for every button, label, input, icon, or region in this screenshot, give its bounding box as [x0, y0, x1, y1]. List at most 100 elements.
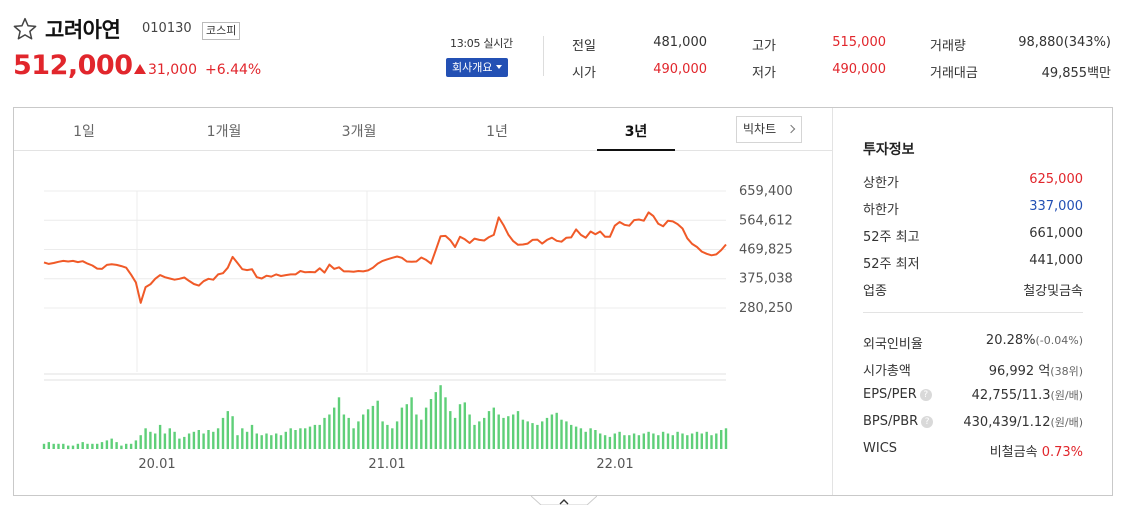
- volume-bar: [642, 433, 645, 449]
- volume-bar: [434, 392, 437, 449]
- volume-bar: [192, 431, 196, 450]
- volume-value: 98,880(343%): [1018, 35, 1111, 50]
- tab-3y[interactable]: 3년: [624, 124, 648, 140]
- bps-pbr-value: 430,439/1.12(원/배): [963, 414, 1083, 430]
- volume-bar: [449, 411, 452, 450]
- eps-per: 42,755/11.3: [971, 388, 1051, 403]
- volume-bar: [57, 443, 60, 449]
- open-value: 490,000: [653, 62, 707, 77]
- volume-bar: [187, 433, 191, 449]
- chevron-up-icon: [559, 499, 569, 505]
- volume-bar: [439, 385, 442, 449]
- volume-bar: [96, 443, 99, 449]
- volume-bar: [386, 424, 389, 449]
- trade-value-label: 거래대금: [930, 66, 978, 81]
- volume-bar: [666, 433, 670, 449]
- volume-bar: [342, 414, 346, 449]
- eps-per-unit: (원/배): [1050, 389, 1083, 402]
- volume-bar: [52, 443, 55, 449]
- volume-bar: [531, 423, 534, 449]
- volume-bar: [362, 414, 365, 449]
- volume-bar: [497, 414, 500, 449]
- company-overview-button[interactable]: 회사개요: [446, 58, 509, 77]
- volume-bar: [483, 417, 486, 449]
- volume-bar: [284, 431, 287, 450]
- wics-value[interactable]: 비철금속 0.73%: [990, 441, 1083, 460]
- volume-bar: [632, 433, 636, 449]
- volume-bar: [260, 435, 263, 449]
- volume-bar: [304, 428, 307, 449]
- high-value: 515,000: [832, 35, 886, 50]
- volume-bar: [270, 435, 273, 449]
- bps-pbr-text: BPS/PBR: [863, 414, 919, 429]
- volume-bar: [299, 428, 302, 449]
- volume-bar: [236, 435, 239, 449]
- company-overview-label: 회사개요: [452, 61, 493, 74]
- volume-bar: [724, 428, 728, 449]
- bps-help-icon[interactable]: ?: [921, 416, 934, 428]
- volume-bar: [453, 417, 457, 449]
- volume-bar: [429, 399, 433, 449]
- price-line: [43, 211, 727, 304]
- volume-bar: [62, 443, 65, 449]
- market-cap-rank: (38위): [1050, 365, 1083, 378]
- volume-bar: [91, 443, 94, 449]
- volume-bar: [492, 407, 495, 449]
- volume-bar: [623, 435, 626, 449]
- big-chart-button[interactable]: 빅차트: [736, 116, 802, 143]
- volume-bar: [231, 416, 234, 449]
- volume-bar: [366, 409, 370, 449]
- industry-value[interactable]: 철강및금속: [1023, 284, 1083, 299]
- volume-bar: [183, 436, 186, 449]
- volume-bar: [512, 414, 515, 449]
- bps-pbr: 430,439/1.12: [963, 415, 1051, 430]
- volume-bar: [216, 428, 220, 449]
- volume-bar: [86, 443, 89, 449]
- high52-value: 661,000: [1029, 226, 1083, 241]
- volume-bar: [565, 421, 568, 449]
- industry-label: 업종: [863, 284, 887, 299]
- favorite-star-icon[interactable]: [12, 16, 38, 42]
- volume-bar: [550, 414, 554, 449]
- y-tick-label: 564,612: [739, 213, 793, 228]
- volume-bar: [628, 435, 631, 449]
- volume-bar: [202, 433, 205, 449]
- stock-code: 010130: [142, 21, 192, 36]
- volume-bar: [250, 424, 254, 449]
- volume-bar: [154, 433, 157, 449]
- volume-bar: [473, 424, 476, 449]
- stock-name: 고려아연: [45, 18, 121, 42]
- volume-bar: [81, 442, 84, 449]
- tab-1m[interactable]: 1개월: [206, 124, 242, 140]
- volume-bar: [197, 430, 200, 449]
- volume-bar: [700, 433, 703, 449]
- volume-bar: [603, 435, 607, 449]
- volume-bar: [560, 419, 563, 449]
- market-cap: 96,992: [988, 364, 1035, 379]
- tab-1d[interactable]: 1일: [73, 124, 95, 140]
- volume-bar: [226, 411, 229, 450]
- volume-bar: [555, 412, 558, 449]
- x-tick-label: 21.01: [368, 457, 405, 472]
- price-chart[interactable]: 659,400 564,612 469,825 375,038 280,250 20.0…: [14, 152, 832, 494]
- tab-1y[interactable]: 1년: [486, 124, 508, 140]
- volume-bar: [337, 397, 341, 450]
- price-change: 31,000 +6.44%: [134, 62, 261, 78]
- volume-bar: [308, 426, 312, 449]
- volume-bar: [129, 443, 133, 449]
- volume-bar: [420, 419, 423, 449]
- x-tick-label: 22.01: [596, 457, 633, 472]
- prev-close-value: 481,000: [653, 35, 707, 50]
- eps-per-value: 42,755/11.3(원/배): [972, 387, 1083, 403]
- tab-3m[interactable]: 3개월: [341, 124, 377, 140]
- high52-label: 52주 최고: [863, 230, 920, 245]
- volume-bar: [313, 424, 317, 449]
- eps-help-icon[interactable]: ?: [919, 389, 932, 401]
- volume-bar: [570, 424, 573, 449]
- volume-bar: [265, 433, 268, 449]
- volume-bar: [400, 407, 404, 449]
- collapse-chart-button[interactable]: [531, 496, 597, 505]
- market-cap-value: 96,992 억(38위): [989, 360, 1083, 379]
- active-tab-indicator: [597, 149, 675, 151]
- volume-bar: [681, 433, 684, 449]
